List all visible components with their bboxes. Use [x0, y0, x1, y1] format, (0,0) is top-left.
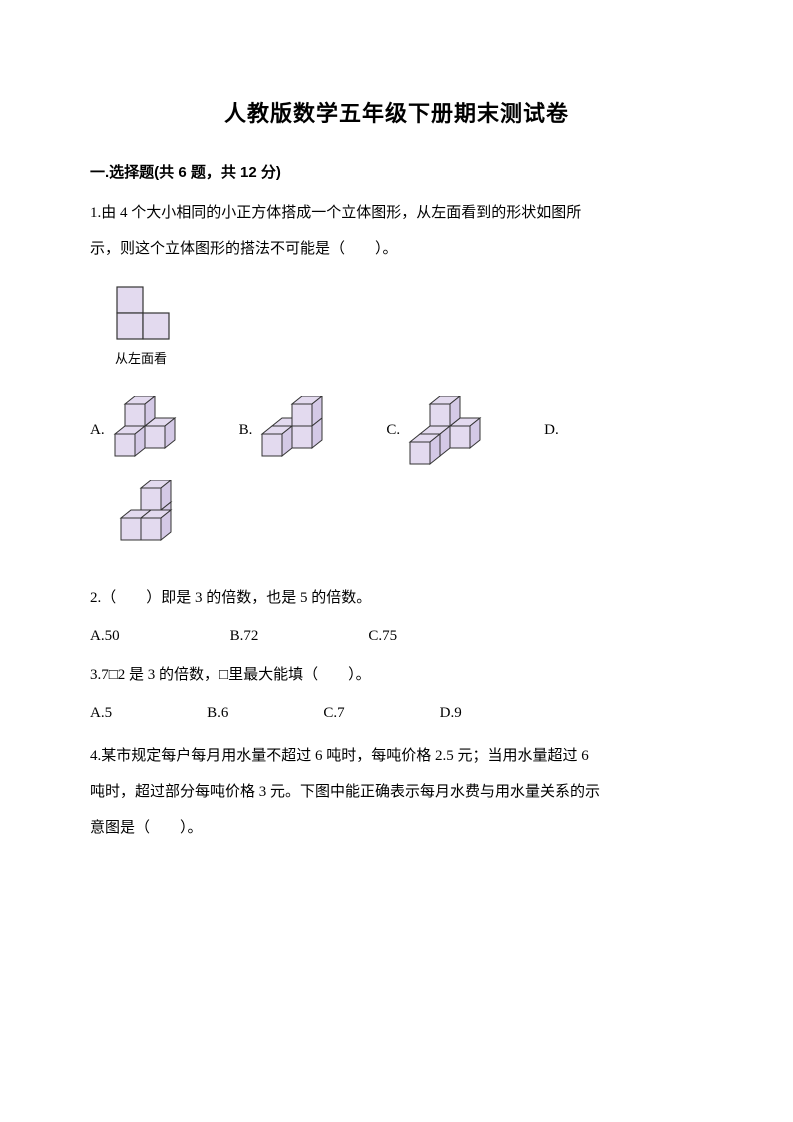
question-4: 4.某市规定每户每月用水量不超过 6 吨时，每吨价格 2.5 元；当用水量超过 … — [90, 738, 703, 846]
cube-figure-d-icon — [115, 480, 195, 550]
q1-opt-b-label: B. — [239, 414, 253, 447]
question-1: 1.由 4 个大小相同的小正方体搭成一个立体图形，从左面看到的形状如图所 示，则… — [90, 195, 703, 267]
q3-options: A.5 B.6 C.7 D.9 — [90, 697, 703, 730]
q4-line3: 意图是（ ）。 — [90, 820, 203, 836]
q4-line1: 4.某市规定每户每月用水量不超过 6 吨时，每吨价格 2.5 元；当用水量超过 … — [90, 748, 589, 764]
question-2: 2.（ ）即是 3 的倍数，也是 5 的倍数。 — [90, 580, 703, 616]
q2-options: A.50 B.72 C.75 — [90, 620, 703, 653]
cube-figure-b-icon — [256, 396, 336, 466]
q3-opt-a: A.5 — [90, 697, 112, 730]
q4-line2: 吨时，超过部分每吨价格 3 元。下图中能正确表示每月水费与用水量关系的示 — [90, 784, 600, 800]
q1-opt-c-label: C. — [386, 414, 400, 447]
q1-option-d: D. — [544, 414, 563, 447]
cube-figure-c-icon — [404, 396, 494, 466]
q1-option-b: B. — [239, 396, 337, 466]
q1-figure-caption: 从左面看 — [115, 345, 703, 374]
question-3: 3.7□2 是 3 的倍数，□里最大能填（ ）。 — [90, 657, 703, 693]
l-shape-icon — [115, 285, 171, 341]
q1-left-view-figure: 从左面看 — [115, 285, 703, 374]
q1-option-a: A. — [90, 396, 189, 466]
q1-options-row: A. B. — [90, 396, 703, 466]
q1-option-c: C. — [386, 396, 494, 466]
q1-line2: 示，则这个立体图形的搭法不可能是（ ）。 — [90, 241, 398, 257]
cube-figure-a-icon — [109, 396, 189, 466]
q2-opt-a: A.50 — [90, 620, 120, 653]
q2-opt-b: B.72 — [230, 620, 259, 653]
q3-opt-c: C.7 — [323, 697, 344, 730]
q3-opt-b: B.6 — [207, 697, 228, 730]
section-header-1: 一.选择题(共 6 题，共 12 分) — [90, 156, 703, 189]
q1-line1: 1.由 4 个大小相同的小正方体搭成一个立体图形，从左面看到的形状如图所 — [90, 205, 581, 221]
q1-opt-a-label: A. — [90, 414, 105, 447]
q2-opt-c: C.75 — [368, 620, 397, 653]
q1-opt-d-label: D. — [544, 414, 559, 447]
q1-option-d-figure — [115, 480, 703, 550]
q3-opt-d: D.9 — [440, 697, 462, 730]
page-title: 人教版数学五年级下册期末测试卷 — [90, 90, 703, 138]
